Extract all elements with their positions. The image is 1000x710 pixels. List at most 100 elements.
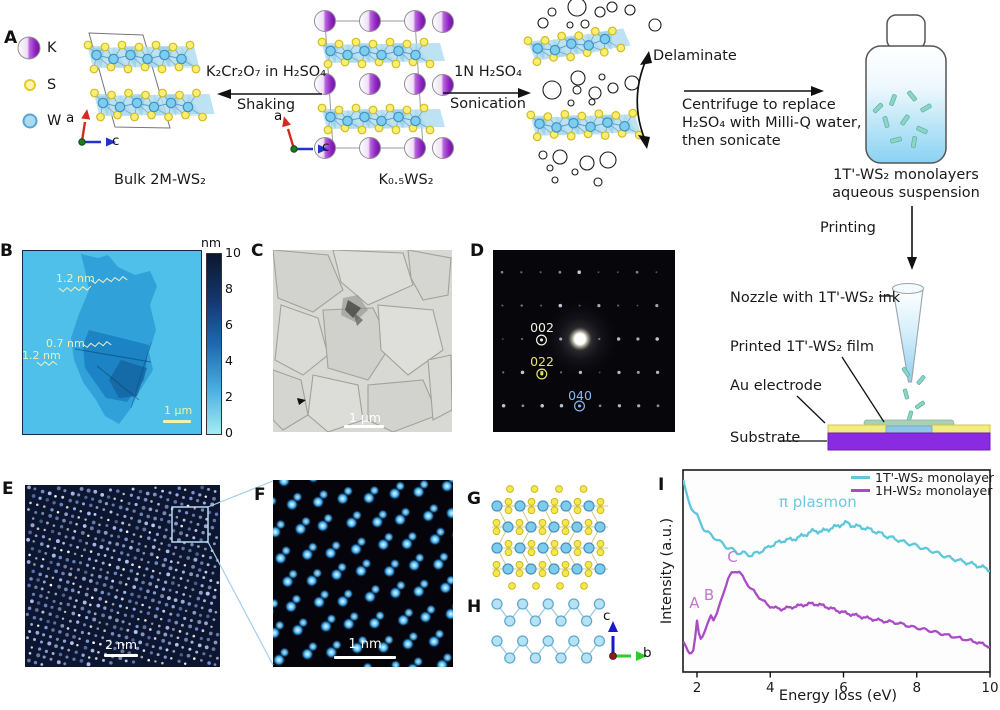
stem-scalebar-label: 2 nm — [104, 637, 138, 652]
stem-scalebar — [104, 654, 138, 657]
tem-image — [273, 250, 452, 432]
plot-annotation-π-plasmon: π plasmon — [778, 493, 857, 512]
legend-s-label: S — [47, 77, 57, 93]
structure-side-view — [491, 598, 606, 664]
gas-bubbles — [537, 0, 662, 187]
diffraction-spot-022: 022 — [530, 354, 554, 369]
panel-label-b: B — [0, 241, 13, 261]
legend-item: 1H-WS₂ monolayer — [851, 483, 994, 498]
afm-scalebar-label: 1 μm — [164, 404, 193, 417]
electrode-label: Au electrode — [730, 378, 822, 394]
reaction1-reagent: K₂Cr₂O₇ in H₂SO₄ — [205, 64, 327, 80]
label-connectors — [779, 295, 893, 442]
panel-label-a: A — [4, 28, 18, 48]
diffraction-spot-040: 040 — [568, 388, 592, 403]
bottle-caption-1: 1T'-WS₂ monolayers — [833, 167, 979, 183]
reaction-arrow-sonication — [443, 88, 531, 98]
centrifuge-line-2: H₂SO₄ with Milli-Q water, — [682, 115, 862, 131]
plot-legend: 1T'-WS₂ monolayer 1H-WS₂ monolayer — [851, 470, 995, 498]
panel-label-g: G — [467, 489, 481, 509]
colorbar-tick: 2 — [225, 389, 233, 404]
h-axis-marker — [608, 621, 647, 661]
legend-label: 1T'-WS₂ monolayer — [875, 470, 995, 485]
x-tick-label: 4 — [765, 680, 775, 696]
centrifuge-line-1: Centrifuge to replace — [682, 97, 836, 113]
colorbar-tick: 8 — [225, 281, 233, 296]
film-label: Printed 1T'-WS₂ film — [730, 339, 875, 355]
afm-height-3: 1.2 nm — [22, 349, 61, 362]
plot-annotation-B: B — [703, 586, 715, 605]
series-0 — [683, 479, 990, 573]
stem-image — [25, 485, 220, 667]
panel-label-e: E — [2, 479, 14, 499]
delaminate-label: Delaminate — [653, 48, 737, 64]
diffraction-spot-002: 002 — [530, 320, 554, 335]
afm-image — [22, 250, 202, 435]
substrate-block — [827, 432, 991, 451]
legend-w-label: W — [47, 113, 62, 129]
centrifuge-arrow — [684, 86, 824, 96]
panel-label-i: I — [658, 475, 665, 495]
x-tick-label: 10 — [981, 680, 999, 696]
colorbar-tick: 0 — [225, 425, 233, 440]
bulk-axis-marker — [78, 109, 116, 147]
colorbar-tick: 10 — [225, 245, 241, 260]
afm-height-1: 1.2 nm — [56, 272, 95, 285]
reaction2-method: Sonication — [450, 96, 526, 112]
x-tick-label: 8 — [912, 680, 922, 696]
zoom-box — [171, 506, 209, 543]
x-tick-label: 2 — [692, 680, 702, 696]
w-atom-icon — [22, 113, 38, 129]
k-atom-icon — [17, 36, 41, 60]
reaction-arrow-shaking — [217, 89, 322, 99]
panel-label-c: C — [251, 241, 264, 261]
colorbar-tick: 6 — [225, 317, 233, 332]
nozzle-label: Nozzle with 1T'-WS₂ ink — [730, 290, 901, 306]
printed-device — [827, 419, 991, 451]
legend-label: 1H-WS₂ monolayer — [875, 483, 993, 498]
x-tick-label: 6 — [839, 680, 848, 696]
zoom-line-top — [207, 480, 274, 508]
plot-xlabel: Energy loss (eV) — [778, 688, 898, 704]
legend-item: 1T'-WS₂ monolayer — [851, 470, 995, 485]
delaminate-arrow — [636, 51, 652, 149]
legend-swatch — [851, 476, 870, 479]
tem-scalebar-label: 1 μm — [349, 410, 382, 425]
k05-axis-a: a — [274, 108, 283, 124]
bottle — [865, 14, 947, 164]
afm-scalebar — [163, 420, 191, 423]
k05-axis-marker — [282, 116, 328, 154]
s-atom-icon — [24, 79, 36, 91]
h-axis-c: c — [603, 608, 611, 624]
diffraction-image — [493, 250, 675, 432]
panel-label-h: H — [467, 597, 482, 617]
stemz-scalebar-label: 1 nm — [348, 637, 382, 652]
nozzle — [891, 282, 926, 432]
panel-label-f: F — [254, 485, 266, 505]
structure-top-view — [491, 485, 608, 590]
substrate-label: Substrate — [730, 430, 801, 446]
bulk-axis-a: a — [66, 110, 75, 126]
eels-plot — [682, 469, 991, 678]
stem-zoom-image — [273, 480, 453, 667]
reaction2-reagent: 1N H₂SO₄ — [454, 64, 522, 80]
printing-label: Printing — [820, 220, 876, 236]
bulk-caption: Bulk 2M-WS₂ — [114, 172, 206, 188]
k-atoms — [314, 10, 454, 159]
series-1 — [683, 570, 990, 655]
centrifuge-line-3: then sonicate — [682, 133, 781, 149]
k05-axis-c: c — [322, 139, 330, 155]
centrifuge-label: Centrifuge to replace H₂SO₄ with Milli-Q… — [682, 96, 861, 150]
k05-caption: K₀.₅WS₂ — [378, 172, 434, 188]
plot-ylabel: Intensity (a.u.) — [659, 517, 675, 625]
stemz-scalebar — [334, 656, 396, 659]
plot-annotation-A: A — [689, 594, 700, 613]
printing-arrow — [907, 206, 917, 270]
legend-swatch — [851, 489, 870, 492]
bulk-axis-c: c — [112, 133, 120, 149]
afm-colorbar — [206, 253, 222, 435]
tem-scalebar — [344, 425, 384, 428]
h-axis-b: b — [643, 645, 652, 661]
